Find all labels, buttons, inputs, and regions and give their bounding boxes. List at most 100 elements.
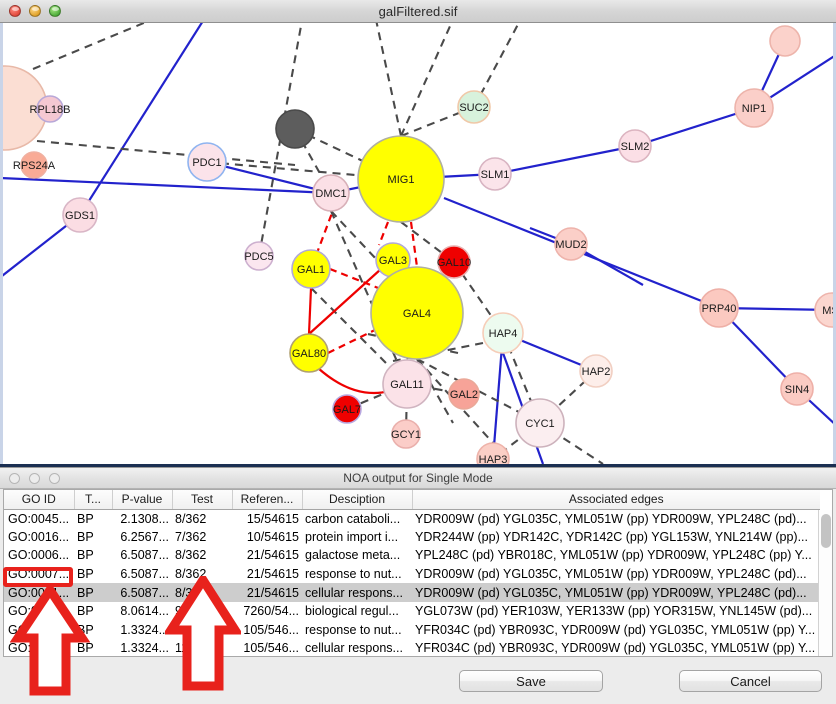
node-circle[interactable] xyxy=(579,354,613,388)
network-node-prp40[interactable]: PRP40 xyxy=(699,288,739,328)
noa-results-table[interactable]: GO ID T... P-value Test Referen... Desci… xyxy=(3,489,833,657)
edge-pd xyxy=(539,422,604,464)
noa-window-controls[interactable] xyxy=(9,472,60,484)
node-circle[interactable] xyxy=(275,109,315,149)
network-node-gal2[interactable]: GAL2 xyxy=(448,378,480,410)
node-circle[interactable] xyxy=(515,398,565,448)
network-node-mig1[interactable]: MIG1 xyxy=(357,135,445,223)
column-header-associated-edges[interactable]: Associated edges xyxy=(412,490,820,510)
node-circle[interactable] xyxy=(734,88,774,128)
node-circle[interactable] xyxy=(187,142,227,182)
cell-description: carbon cataboli... xyxy=(305,511,401,526)
column-header-desciption[interactable]: Desciption xyxy=(302,490,413,510)
node-circle[interactable] xyxy=(476,442,510,464)
network-graph[interactable]: RPL18B RPS24A GDS1 PDC1 PDC5 DMC1 MIG1 SUC2 SLM1… xyxy=(3,23,833,464)
node-circle[interactable] xyxy=(382,359,432,409)
cell-description: response to nut... xyxy=(305,567,402,582)
table-row[interactable]: GO:0045... BP 2.1308... 8/362 15/54615 carbon… xyxy=(4,509,820,528)
close-button[interactable] xyxy=(9,472,20,484)
network-node-topright[interactable] xyxy=(769,25,801,57)
node-circle[interactable] xyxy=(457,90,491,124)
cancel-button[interactable]: Cancel xyxy=(679,670,822,692)
node-circle[interactable] xyxy=(62,197,98,233)
table-row[interactable]: GO:0031...BP1.3324...11/362105/546...res… xyxy=(4,621,820,640)
node-circle[interactable] xyxy=(357,135,445,223)
node-circle[interactable] xyxy=(391,419,421,449)
network-node-suc2[interactable]: SUC2 xyxy=(457,90,491,124)
edge-pp xyxy=(3,214,81,277)
cell-p-value: 1.3324... xyxy=(120,622,169,637)
minimize-button[interactable] xyxy=(29,5,41,17)
network-node-slm1[interactable]: SLM1 xyxy=(478,157,512,191)
table-row[interactable]: GO:0007... BP 6.5087... 8/362 21/54615 respon… xyxy=(4,565,820,584)
node-circle[interactable] xyxy=(291,249,331,289)
network-node-pdc5[interactable]: PDC5 xyxy=(244,241,274,271)
network-node-rps24a[interactable]: RPS24A xyxy=(13,151,56,179)
close-button[interactable] xyxy=(9,5,21,17)
network-node-cyc1[interactable]: CYC1 xyxy=(515,398,565,448)
network-node-pdc1[interactable]: PDC1 xyxy=(187,142,227,182)
column-header-test[interactable]: Test xyxy=(172,490,233,510)
node-circle[interactable] xyxy=(244,241,274,271)
node-circle[interactable] xyxy=(332,394,362,424)
minimize-button[interactable] xyxy=(29,472,40,484)
node-circle[interactable] xyxy=(289,333,329,373)
column-header-reference[interactable]: Referen... xyxy=(232,490,303,510)
node-circle[interactable] xyxy=(478,157,512,191)
network-node-mud2[interactable]: MUD2 xyxy=(554,227,588,261)
network-node-dark[interactable] xyxy=(275,109,315,149)
window-controls[interactable] xyxy=(9,5,61,17)
network-node-gal80[interactable]: GAL80 xyxy=(289,333,329,373)
table-vertical-scrollbar[interactable] xyxy=(818,510,832,656)
network-node-dmc1[interactable]: DMC1 xyxy=(312,174,350,212)
network-node-gal1[interactable]: GAL1 xyxy=(291,249,331,289)
node-circle[interactable] xyxy=(618,129,652,163)
edge-pd xyxy=(375,23,403,137)
save-button[interactable]: Save xyxy=(459,670,603,692)
table-row[interactable]: GO:0031...BP1.3324...11/362105/546...cel… xyxy=(4,639,820,656)
network-node-gcy1[interactable]: GCY1 xyxy=(391,419,421,449)
network-node-gal10[interactable]: GAL10 xyxy=(437,245,471,279)
node-circle[interactable] xyxy=(699,288,739,328)
network-node-gds1[interactable]: GDS1 xyxy=(62,197,98,233)
cell-p-value: 6.2567... xyxy=(120,529,169,544)
node-circle[interactable] xyxy=(554,227,588,261)
node-circle[interactable] xyxy=(370,266,464,360)
window-title: galFiltered.sif xyxy=(378,3,458,19)
node-circle[interactable] xyxy=(769,25,801,57)
network-node-nip1[interactable]: NIP1 xyxy=(734,88,774,128)
column-header-p-value[interactable]: P-value xyxy=(112,490,173,510)
network-node-hap2[interactable]: HAP2 xyxy=(579,354,613,388)
panel-divider[interactable] xyxy=(0,464,836,467)
node-circle[interactable] xyxy=(437,245,471,279)
network-canvas[interactable]: RPL18B RPS24A GDS1 PDC1 PDC5 DMC1 MIG1 SUC2 SLM1… xyxy=(0,23,836,464)
column-header-type[interactable]: T... xyxy=(74,490,113,510)
node-circle[interactable] xyxy=(780,372,814,406)
network-node-slm2[interactable]: SLM2 xyxy=(618,129,652,163)
network-node-gal4[interactable]: GAL4 xyxy=(370,266,464,360)
node-circle[interactable] xyxy=(448,378,480,410)
table-row[interactable]: GO:0031...BP6.5087...8/36221/54615cellul… xyxy=(4,583,820,602)
table-row[interactable]: GO:0016... BP 6.2567... 7/362 10/54615 protei… xyxy=(4,528,820,547)
network-node-gal11[interactable]: GAL11 xyxy=(382,359,432,409)
network-node-hap4[interactable]: HAP4 xyxy=(482,312,524,354)
maximize-button[interactable] xyxy=(49,472,60,484)
network-node-gal7[interactable]: GAL7 xyxy=(332,394,362,424)
node-circle[interactable] xyxy=(312,174,350,212)
cell-associated-edges: YDR009W (pd) YGL035C, YML051W (pp) YDR00… xyxy=(415,511,807,526)
network-node-gal3[interactable]: GAL3 xyxy=(375,242,411,278)
network-node-msi[interactable]: MSI xyxy=(814,292,833,328)
column-header-go-id[interactable]: GO ID xyxy=(4,490,75,510)
maximize-button[interactable] xyxy=(49,5,61,17)
network-node-hap3[interactable]: HAP3 xyxy=(476,442,510,464)
table-row[interactable]: GO:0065...BP8.0614...94/3627260/54...bio… xyxy=(4,602,820,621)
nodes-layer[interactable]: RPL18B RPS24A GDS1 PDC1 PDC5 DMC1 MIG1 SUC2 SLM1… xyxy=(3,25,833,464)
network-node-rpl18b[interactable]: RPL18B xyxy=(30,95,71,123)
network-node-sin4[interactable]: SIN4 xyxy=(780,372,814,406)
node-circle[interactable] xyxy=(482,312,524,354)
node-circle[interactable] xyxy=(20,151,48,179)
node-circle[interactable] xyxy=(814,292,833,328)
table-row[interactable]: GO:0006... BP 6.5087... 8/362 21/54615 galact… xyxy=(4,546,820,565)
node-circle[interactable] xyxy=(36,95,64,123)
scrollbar-thumb[interactable] xyxy=(821,514,831,548)
